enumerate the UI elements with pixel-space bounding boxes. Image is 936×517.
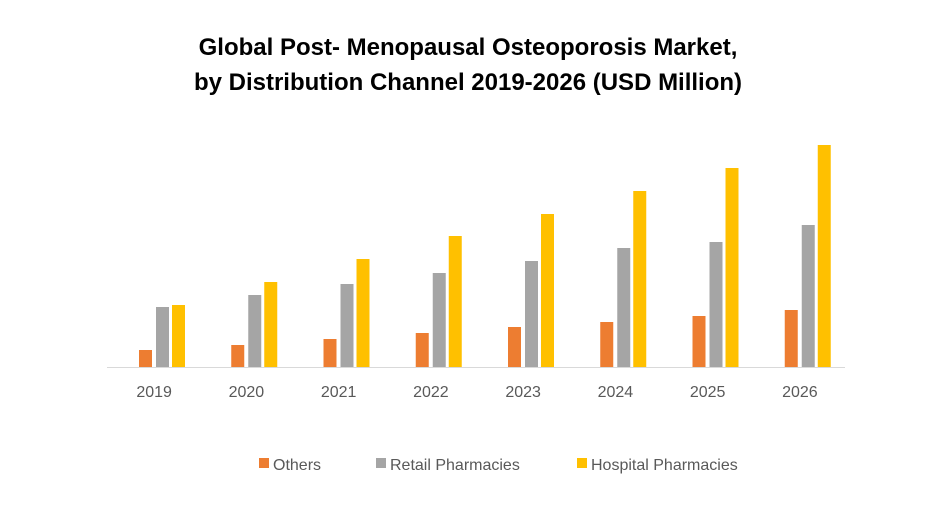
- legend-swatch-0: [259, 458, 269, 468]
- chart-title-line-2: by Distribution Channel 2019-2026 (USD M…: [193, 69, 743, 96]
- bar-hospital-pharmacies-2019: [172, 305, 185, 367]
- bar-others-2022: [415, 333, 429, 367]
- x-tick-label: 2024: [598, 384, 634, 401]
- legend-swatch-1: [376, 458, 386, 468]
- bar-hospital-pharmacies-2020: [264, 282, 278, 367]
- legend-swatch-2: [577, 458, 587, 468]
- legend-label: Hospital Pharmacies: [591, 457, 738, 474]
- bar-others-2020: [231, 345, 245, 367]
- bar-retail-pharmacies-2024: [617, 248, 631, 367]
- bar-hospital-pharmacies-2022: [448, 236, 462, 367]
- legend-label: Others: [273, 457, 321, 474]
- bar-hospital-pharmacies-2026: [817, 145, 831, 367]
- bar-others-2026: [784, 310, 798, 367]
- bar-retail-pharmacies-2021: [340, 284, 354, 367]
- chart-title-line-1: Global Post- Menopausal Osteoporosis Mar…: [198, 34, 738, 61]
- legend-label: Retail Pharmacies: [390, 457, 520, 474]
- bar-retail-pharmacies-2026: [801, 225, 815, 367]
- x-tick-label: 2021: [321, 384, 357, 401]
- bar-others-2021: [323, 339, 337, 367]
- x-tick-label: 2022: [413, 384, 449, 401]
- bar-others-2019: [139, 350, 152, 367]
- bar-others-2023: [508, 327, 521, 367]
- bar-retail-pharmacies-2025: [709, 242, 723, 367]
- bar-hospital-pharmacies-2025: [725, 168, 739, 367]
- bar-others-2025: [692, 316, 706, 367]
- x-tick-label: 2026: [782, 384, 818, 401]
- bar-hospital-pharmacies-2021: [356, 259, 370, 367]
- bar-hospital-pharmacies-2024: [633, 191, 647, 367]
- bar-retail-pharmacies-2022: [432, 273, 446, 367]
- x-tick-label: 2020: [229, 384, 265, 401]
- bar-retail-pharmacies-2019: [156, 307, 169, 367]
- x-tick-label: 2019: [136, 384, 172, 401]
- x-tick-label: 2025: [690, 384, 726, 401]
- bar-others-2024: [600, 322, 614, 367]
- bar-retail-pharmacies-2023: [525, 261, 538, 367]
- bar-retail-pharmacies-2020: [248, 295, 262, 367]
- x-tick-label: 2023: [505, 384, 541, 401]
- bar-hospital-pharmacies-2023: [541, 214, 554, 367]
